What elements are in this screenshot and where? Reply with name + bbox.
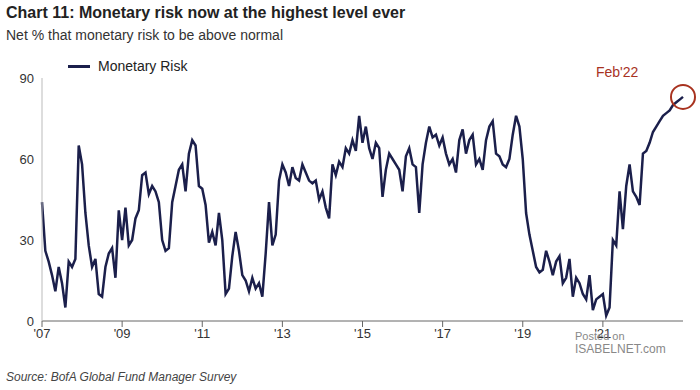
svg-text:'15: '15	[354, 326, 371, 341]
html-text:Net % that monetary risk to be: Net % that monetary risk to be above nor…	[6, 27, 283, 43]
html-text:Posted on: Posted on	[575, 330, 625, 342]
html-text:ISABELNET.com: ISABELNET.com	[575, 342, 666, 356]
svg-text:'13: '13	[274, 326, 291, 341]
svg-text:'19: '19	[514, 326, 531, 341]
svg-text:'11: '11	[194, 326, 210, 341]
svg-text:30: 30	[20, 233, 34, 248]
html-text:Feb'22: Feb'22	[596, 64, 639, 80]
html-text:Source: BofA Global Fund Manag: Source: BofA Global Fund Manager Survey	[6, 370, 237, 384]
svg-text:'09: '09	[114, 326, 131, 341]
svg-text:'07: '07	[34, 326, 51, 341]
svg-text:0: 0	[27, 314, 34, 329]
html-text:Chart 11: Monetary risk now at: Chart 11: Monetary risk now at the highe…	[6, 4, 406, 21]
svg-text:60: 60	[20, 152, 34, 167]
svg-text:'17: '17	[434, 326, 451, 341]
html-text:Monetary Risk: Monetary Risk	[98, 58, 188, 74]
svg-text:90: 90	[20, 71, 34, 86]
